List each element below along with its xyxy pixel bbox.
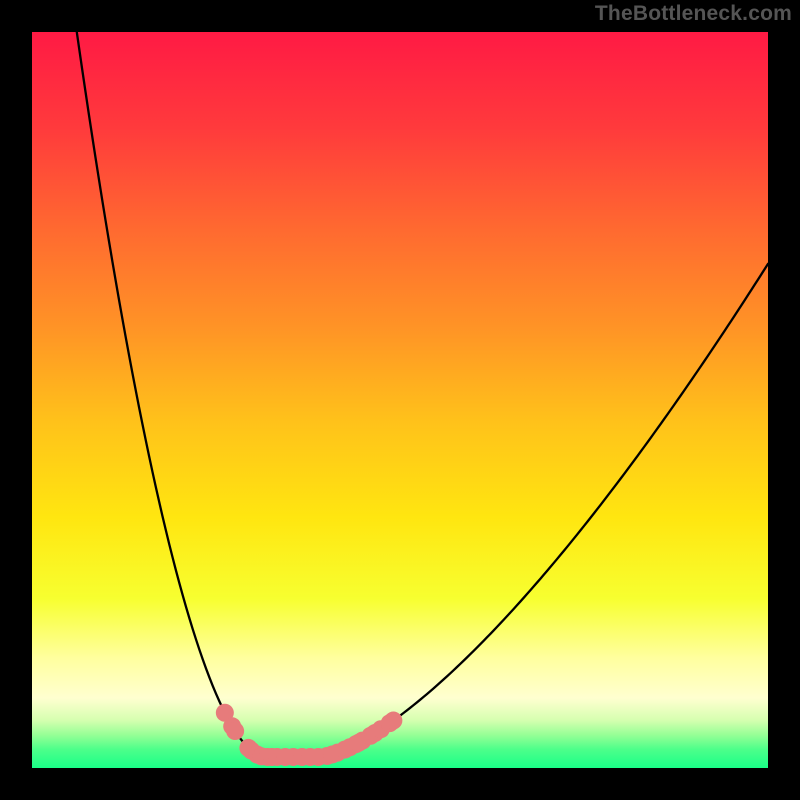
plot-area	[32, 32, 768, 768]
data-marker	[226, 722, 244, 740]
watermark-text: TheBottleneck.com	[595, 2, 792, 26]
gradient-background	[32, 32, 768, 768]
data-marker	[384, 712, 402, 730]
plot-svg	[32, 32, 768, 768]
chart-frame: TheBottleneck.com	[0, 0, 800, 800]
